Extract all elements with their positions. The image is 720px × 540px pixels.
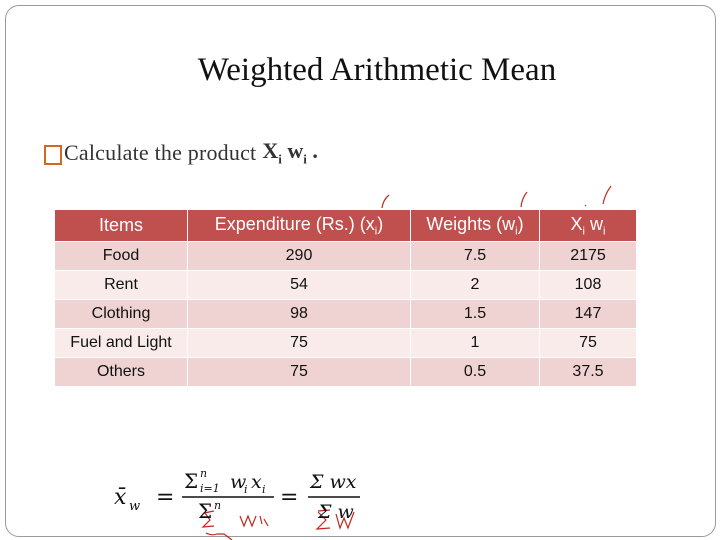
formula-w: w (230, 471, 246, 493)
formula-equals: = (156, 485, 174, 510)
header-product: Xi wi (540, 210, 636, 241)
bullet-text: Calculate the product (64, 140, 257, 165)
cell-expenditure: 290 (188, 242, 410, 270)
cell-product: 147 (540, 300, 636, 328)
formula-lhs: x̄ (114, 485, 127, 510)
cell-expenditure: 98 (188, 300, 410, 328)
table-row: Others 75 0.5 37.5 (55, 358, 636, 386)
table-header-row: Items Expenditure (Rs.) (xi) Weights (wi… (55, 210, 636, 241)
slide-title: Weighted Arithmetic Mean (197, 52, 557, 88)
cell-item: Food (55, 242, 187, 270)
cell-product: 2175 (540, 242, 636, 270)
header-weights: Weights (wi) (411, 210, 539, 241)
square-bullet-icon (44, 145, 62, 165)
formula-sigma-den: Σ (198, 499, 212, 523)
data-table: Items Expenditure (Rs.) (xi) Weights (wi… (54, 209, 637, 387)
cell-weight: 1.5 (411, 300, 539, 328)
cell-weight: 2 (411, 271, 539, 299)
cell-item: Rent (55, 271, 187, 299)
table-row: Fuel and Light 75 1 75 (55, 329, 636, 357)
cell-expenditure: 75 (188, 358, 410, 386)
weighted-mean-formula: x̄ w = Σ n i=1 w i x i Σ n = Σ wx Σ w (114, 467, 360, 523)
cell-expenditure: 54 (188, 271, 410, 299)
cell-expenditure: 75 (188, 329, 410, 357)
cell-product: 108 (540, 271, 636, 299)
formula-sum-wx: Σ wx (309, 471, 357, 493)
table-row: Rent 54 2 108 (55, 271, 636, 299)
cell-weight: 0.5 (411, 358, 539, 386)
table-row: Food 290 7.5 2175 (55, 242, 636, 270)
formula-sigma-den-sup: n (214, 499, 221, 512)
cell-weight: 1 (411, 329, 539, 357)
cell-weight: 7.5 (411, 242, 539, 270)
header-items: Items (55, 210, 187, 241)
cell-product: 37.5 (540, 358, 636, 386)
bullet-line: Calculate the product Xi wi . (44, 138, 318, 168)
formula-sum-w: Σ w (317, 501, 354, 523)
product-variable: Xi wi . (262, 138, 318, 167)
cell-product: 75 (540, 329, 636, 357)
formula-lhs-sub: w (129, 499, 140, 514)
formula-x: x (251, 471, 262, 493)
cell-item: Others (55, 358, 187, 386)
formula-sigma-sup: n (200, 467, 207, 480)
formula-x-sub: i (262, 483, 266, 496)
cell-item: Fuel and Light (55, 329, 187, 357)
header-expenditure: Expenditure (Rs.) (xi) (188, 210, 410, 241)
formula-equals-2: = (280, 485, 298, 510)
formula-sigma-sub: i=1 (200, 482, 220, 495)
formula-sigma-num: Σ (184, 469, 198, 493)
table-row: Clothing 98 1.5 147 (55, 300, 636, 328)
cell-item: Clothing (55, 300, 187, 328)
formula-w-sub: i (244, 483, 248, 496)
